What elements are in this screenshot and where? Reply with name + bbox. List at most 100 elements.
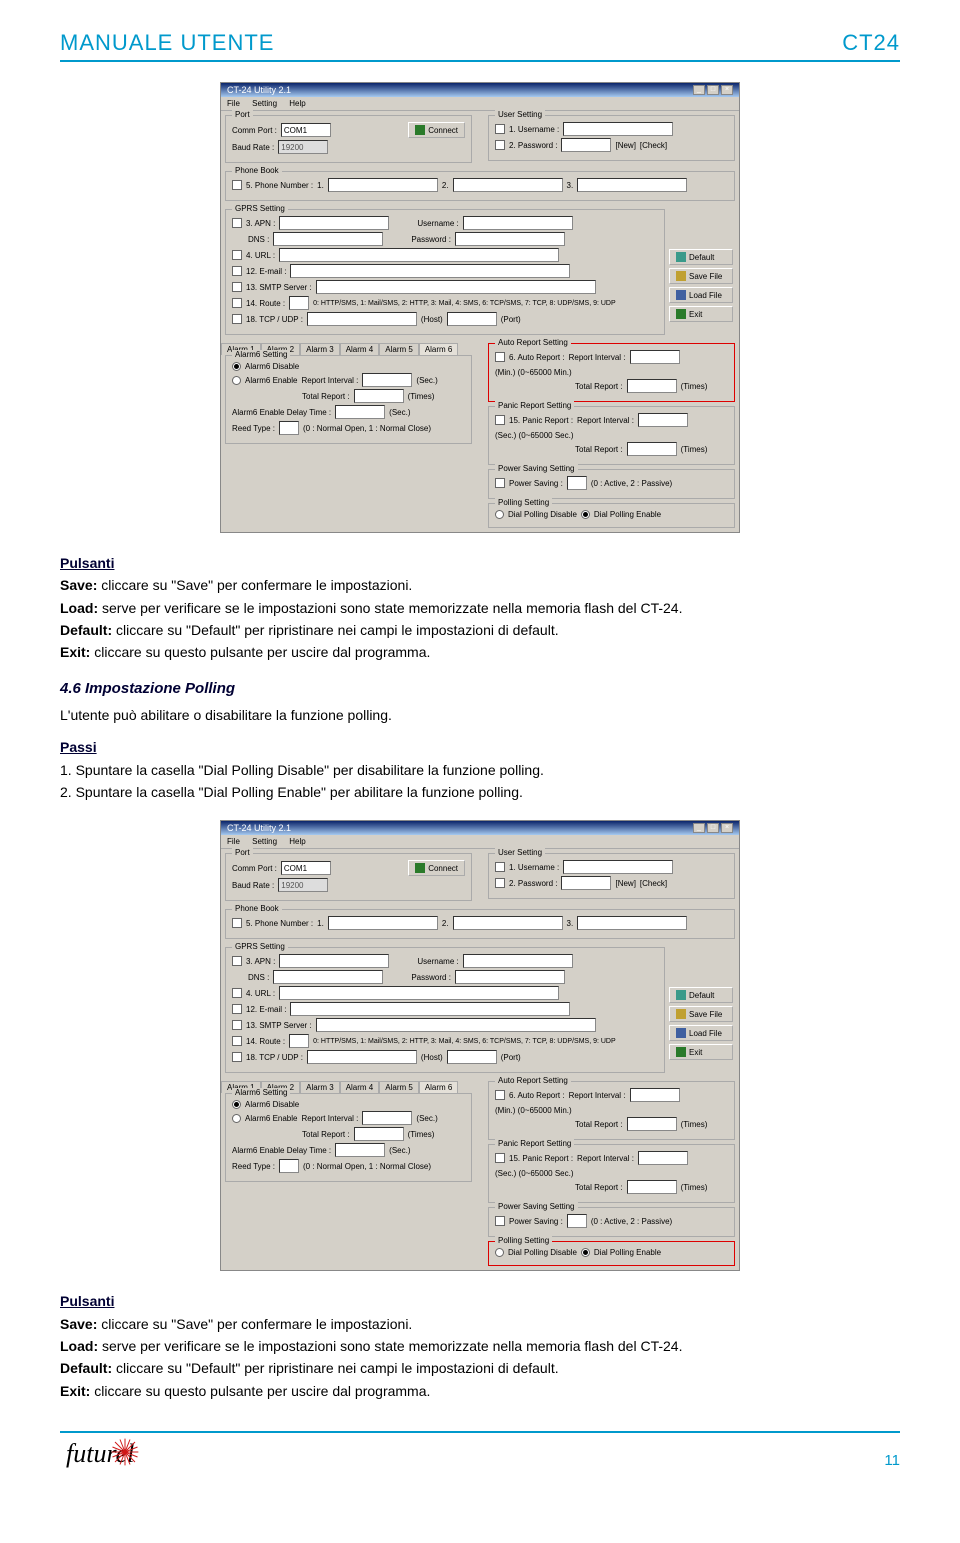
smtp-checkbox[interactable] bbox=[232, 282, 242, 292]
tab-alarm3[interactable]: Alarm 3 bbox=[300, 343, 340, 355]
url-input[interactable] bbox=[279, 248, 559, 262]
alarm6-delay-input[interactable] bbox=[335, 405, 385, 419]
close-icon[interactable]: × bbox=[721, 85, 733, 95]
auto-totrep-input[interactable] bbox=[627, 379, 677, 393]
route-checkbox[interactable] bbox=[232, 298, 242, 308]
port-panel-2: Port Comm Port : Connect Baud Rate : bbox=[225, 853, 472, 901]
email-input[interactable] bbox=[290, 264, 570, 278]
maximize-icon-2[interactable]: □ bbox=[707, 823, 719, 833]
auto-repint-input[interactable] bbox=[630, 350, 680, 364]
menu-file[interactable]: File bbox=[227, 99, 240, 108]
smtp-input[interactable] bbox=[316, 280, 596, 294]
app-screenshot-1: CT-24 Utility 2.1 _ □ × File Setting Hel… bbox=[220, 82, 740, 533]
menu-setting-2[interactable]: Setting bbox=[252, 837, 277, 846]
auto-report-checkbox[interactable] bbox=[495, 352, 505, 362]
tcp-checkbox[interactable] bbox=[232, 314, 242, 324]
gprs-pass-input[interactable] bbox=[455, 232, 565, 246]
connect-button-2[interactable]: Connect bbox=[408, 860, 465, 876]
passi-step-2: 2. Spuntare la casella "Dial Polling Ena… bbox=[60, 782, 900, 802]
reed-input[interactable] bbox=[279, 421, 299, 435]
password-input[interactable] bbox=[561, 138, 611, 152]
window-titlebar-2: CT-24 Utility 2.1 _ □ × bbox=[221, 821, 739, 835]
apn-input[interactable] bbox=[279, 216, 389, 230]
alarm6-repint-input[interactable] bbox=[362, 373, 412, 387]
connect-button[interactable]: Connect bbox=[408, 122, 465, 138]
phone2-input[interactable] bbox=[453, 178, 563, 192]
menu-help-2[interactable]: Help bbox=[289, 837, 305, 846]
phone3-input[interactable] bbox=[577, 178, 687, 192]
tab-alarm6[interactable]: Alarm 6 bbox=[419, 343, 459, 355]
baud-select-2[interactable] bbox=[278, 878, 328, 892]
alarm6-panel: Alarm6 Setting Alarm6 Disable Alarm6 Ena… bbox=[225, 355, 472, 444]
panic-checkbox[interactable] bbox=[495, 415, 505, 425]
password-input-2[interactable] bbox=[561, 876, 611, 890]
exit-icon bbox=[676, 309, 686, 319]
alarm6-totrep-input[interactable] bbox=[354, 389, 404, 403]
gprs-user-input[interactable] bbox=[463, 216, 573, 230]
pulsanti-section-2: Pulsanti Save: cliccare su "Save" per co… bbox=[60, 1291, 900, 1400]
polling-enable-radio[interactable] bbox=[581, 510, 590, 519]
save-file-button[interactable]: Save File bbox=[669, 268, 733, 284]
polling-disable-radio[interactable] bbox=[495, 510, 504, 519]
load-file-button-2[interactable]: Load File bbox=[669, 1025, 733, 1041]
password-checkbox-2[interactable] bbox=[495, 878, 505, 888]
tab-alarm5[interactable]: Alarm 5 bbox=[379, 343, 419, 355]
alarm6-disable-radio-2[interactable] bbox=[232, 1100, 241, 1109]
menu-file-2[interactable]: File bbox=[227, 837, 240, 846]
dns-input[interactable] bbox=[273, 232, 383, 246]
tcp-host-input[interactable] bbox=[307, 312, 417, 326]
check-icon-2 bbox=[415, 863, 425, 873]
phone2-input-2[interactable] bbox=[453, 916, 563, 930]
username-input-2[interactable] bbox=[563, 860, 673, 874]
tab-alarm4[interactable]: Alarm 4 bbox=[340, 343, 380, 355]
phone1-input[interactable] bbox=[328, 178, 438, 192]
minimize-icon-2[interactable]: _ bbox=[693, 823, 705, 833]
polling-enable-radio-2[interactable] bbox=[581, 1248, 590, 1257]
exit-button[interactable]: Exit bbox=[669, 306, 733, 322]
gprs-panel-title: GPRS Setting bbox=[232, 204, 288, 213]
section-4-6-intro: L'utente può abilitare o disabilitare la… bbox=[60, 707, 900, 723]
default-button-2[interactable]: Default bbox=[669, 987, 733, 1003]
comm-port-select-2[interactable] bbox=[281, 861, 331, 875]
alarm6-enable-radio-2[interactable] bbox=[232, 1114, 241, 1123]
exit-button-2[interactable]: Exit bbox=[669, 1044, 733, 1060]
check-link[interactable]: [Check] bbox=[640, 141, 667, 150]
route-input[interactable] bbox=[289, 296, 309, 310]
maximize-icon[interactable]: □ bbox=[707, 85, 719, 95]
save-icon bbox=[676, 271, 686, 281]
menu-help[interactable]: Help bbox=[289, 99, 305, 108]
password-checkbox[interactable] bbox=[495, 140, 505, 150]
baud-select[interactable] bbox=[278, 140, 328, 154]
menu-setting[interactable]: Setting bbox=[252, 99, 277, 108]
port-panel-title: Port bbox=[232, 110, 253, 119]
apn-checkbox[interactable] bbox=[232, 218, 242, 228]
new-link[interactable]: [New] bbox=[615, 141, 635, 150]
close-icon-2[interactable]: × bbox=[721, 823, 733, 833]
phone1-input-2[interactable] bbox=[328, 916, 438, 930]
url-checkbox[interactable] bbox=[232, 250, 242, 260]
username-input[interactable] bbox=[563, 122, 673, 136]
power-checkbox[interactable] bbox=[495, 478, 505, 488]
panic-report-panel-2: Panic Report Setting 15. Panic Report : … bbox=[488, 1144, 735, 1203]
pulsanti-section-1: Pulsanti Save: cliccare su "Save" per co… bbox=[60, 553, 900, 662]
alarm6-enable-radio[interactable] bbox=[232, 376, 241, 385]
phone-book-panel: Phone Book 5. Phone Number : 1. 2. 3. bbox=[225, 171, 735, 201]
minimize-icon[interactable]: _ bbox=[693, 85, 705, 95]
username-checkbox-2[interactable] bbox=[495, 862, 505, 872]
phone3-input-2[interactable] bbox=[577, 916, 687, 930]
panic-totrep-input[interactable] bbox=[627, 442, 677, 456]
alarm6-disable-radio[interactable] bbox=[232, 362, 241, 371]
panic-repint-input[interactable] bbox=[638, 413, 688, 427]
phone-checkbox-2[interactable] bbox=[232, 918, 242, 928]
phone-checkbox[interactable] bbox=[232, 180, 242, 190]
default-button[interactable]: Default bbox=[669, 249, 733, 265]
power-input[interactable] bbox=[567, 476, 587, 490]
comm-port-select[interactable] bbox=[281, 123, 331, 137]
email-checkbox[interactable] bbox=[232, 266, 242, 276]
password-label: 2. Password : bbox=[509, 141, 557, 150]
username-checkbox[interactable] bbox=[495, 124, 505, 134]
load-file-button[interactable]: Load File bbox=[669, 287, 733, 303]
tcp-port-input[interactable] bbox=[447, 312, 497, 326]
save-file-button-2[interactable]: Save File bbox=[669, 1006, 733, 1022]
polling-disable-radio-2[interactable] bbox=[495, 1248, 504, 1257]
